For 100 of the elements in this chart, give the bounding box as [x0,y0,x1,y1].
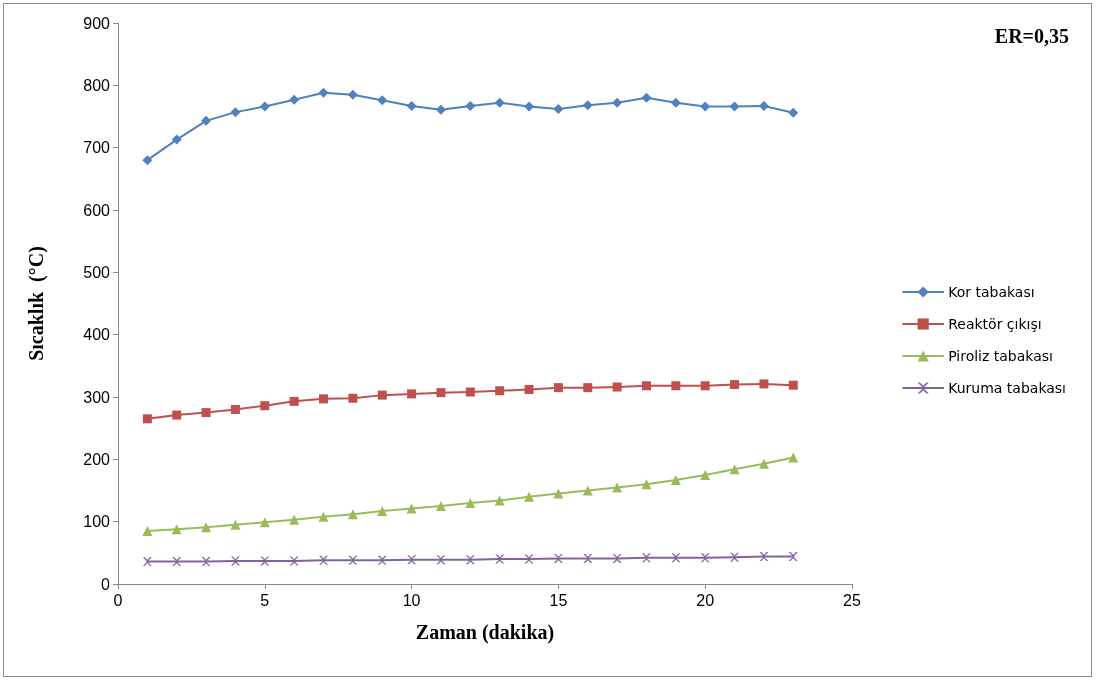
y-tick-label: 700 [83,139,111,157]
point [641,553,651,563]
point [347,509,358,520]
point [436,555,446,565]
point [465,387,475,397]
point [700,553,710,563]
point [671,553,681,563]
point [172,410,182,420]
point [670,474,681,485]
point [641,479,652,490]
y-tick-label: 400 [83,326,111,344]
point [671,381,681,391]
point [553,383,563,393]
point [230,556,240,566]
point [348,555,358,565]
point [700,469,711,480]
point [553,104,564,115]
point [347,89,358,100]
point [406,503,417,514]
point [289,396,299,406]
y-tick-label: 0 [101,575,111,593]
point [142,414,152,424]
point [142,155,153,166]
point [670,97,681,108]
point [759,552,769,562]
y-tick-label: 800 [83,76,111,94]
point [465,497,476,508]
point [260,556,270,566]
text: ER=0,35 [994,25,1070,47]
point [759,379,769,389]
point [495,554,505,564]
point [641,92,652,103]
point [318,511,329,522]
point [641,381,651,391]
x-tick-label: 0 [113,591,123,609]
y-tick-label: 500 [83,263,111,281]
x-tick-label: 5 [260,591,270,609]
point [788,380,798,390]
point [377,506,388,517]
point [788,552,798,562]
point [201,557,211,567]
point [171,524,182,535]
x-tick-label: 20 [696,591,715,609]
point [289,94,300,105]
point [700,381,710,391]
point [435,104,446,115]
point [582,485,593,496]
point [583,553,593,563]
point [377,95,388,106]
point [407,555,417,565]
point [201,408,211,418]
point [171,134,182,145]
point [407,389,417,399]
point [259,517,270,528]
point [465,555,475,565]
legend-label: Kuruma tabakası [948,380,1066,396]
point [377,555,387,565]
point [465,100,476,111]
point [319,555,329,565]
point [553,488,564,499]
point [260,401,270,411]
point [524,385,534,395]
point [201,522,212,533]
point [142,526,153,537]
y-axis-title: Sıcaklık (°C) [25,246,48,361]
point [435,501,446,512]
point [524,101,535,112]
point [201,115,212,126]
point [172,557,182,567]
point [788,107,799,118]
point [289,556,299,566]
point [524,491,535,502]
x-tick-label: 10 [402,591,421,609]
point [729,464,740,475]
legend-label: Piroliz tabakası [948,348,1053,364]
point [348,393,358,403]
point [319,394,329,404]
y-tick-label: 600 [83,201,111,219]
point [758,458,769,469]
point [582,100,593,111]
point [318,87,329,98]
point [436,388,446,398]
y-tick-label: 300 [83,388,111,406]
point [788,452,799,463]
point [377,390,387,400]
y-tick-label: 100 [83,513,111,531]
point [259,101,270,112]
point [494,97,505,108]
point [495,386,505,396]
point [612,382,622,392]
point [612,482,623,493]
point [289,514,300,525]
point [230,107,241,118]
legend-label: Kor tabakası [948,284,1035,300]
x-tick-label: 25 [843,591,861,609]
y-tick-label: 900 [83,14,111,32]
point [230,404,240,414]
point [700,101,711,112]
legend-label: Reaktör çıkışı [948,316,1042,332]
point [729,101,740,112]
